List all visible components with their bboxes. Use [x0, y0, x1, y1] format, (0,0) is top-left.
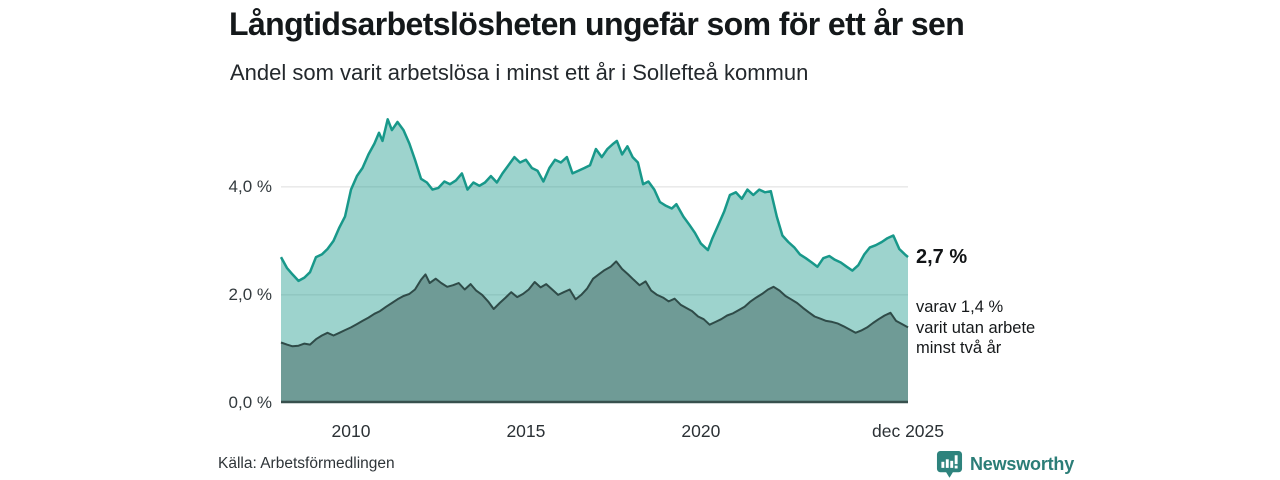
x-tick-label-dec-2025: dec 2025 [871, 421, 945, 441]
chart-subtitle: Andel som varit arbetslösa i minst ett å… [230, 60, 809, 85]
y-tick-label-4: 4,0 % [228, 176, 272, 196]
newsworthy-wordmark: Newsworthy [970, 453, 1075, 474]
subset-label-line-1: varav 1,4 % [916, 298, 1004, 316]
newsworthy-speech-bubble-icon [936, 450, 963, 478]
y-tick-label-0: 0,0 % [228, 393, 272, 412]
end-value-label-subset: varav 1,4 % varit utan arbete minst två … [916, 297, 1035, 359]
subset-label-line-2: varit utan arbete [916, 318, 1036, 337]
x-tick-label-2015: 2015 [506, 421, 546, 441]
end-value-label-total: 2,7 % [916, 246, 968, 268]
x-tick-label-2020: 2020 [681, 421, 721, 441]
subset-line [280, 260, 909, 348]
source-note: Källa: Arbetsförmedlingen [218, 455, 395, 472]
page-title: Långtidsarbetslösheten ungefär som för e… [229, 6, 965, 42]
newsworthy-logo: Newsworthy [936, 449, 1074, 479]
x-tick-label-2010: 2010 [331, 421, 371, 441]
y-tick-label-2: 2,0 % [228, 284, 272, 304]
subset-area-fill [281, 261, 908, 403]
area-chart [279, 118, 909, 404]
subset-label-line-3: minst två år [916, 339, 1002, 357]
total-line [279, 118, 909, 283]
